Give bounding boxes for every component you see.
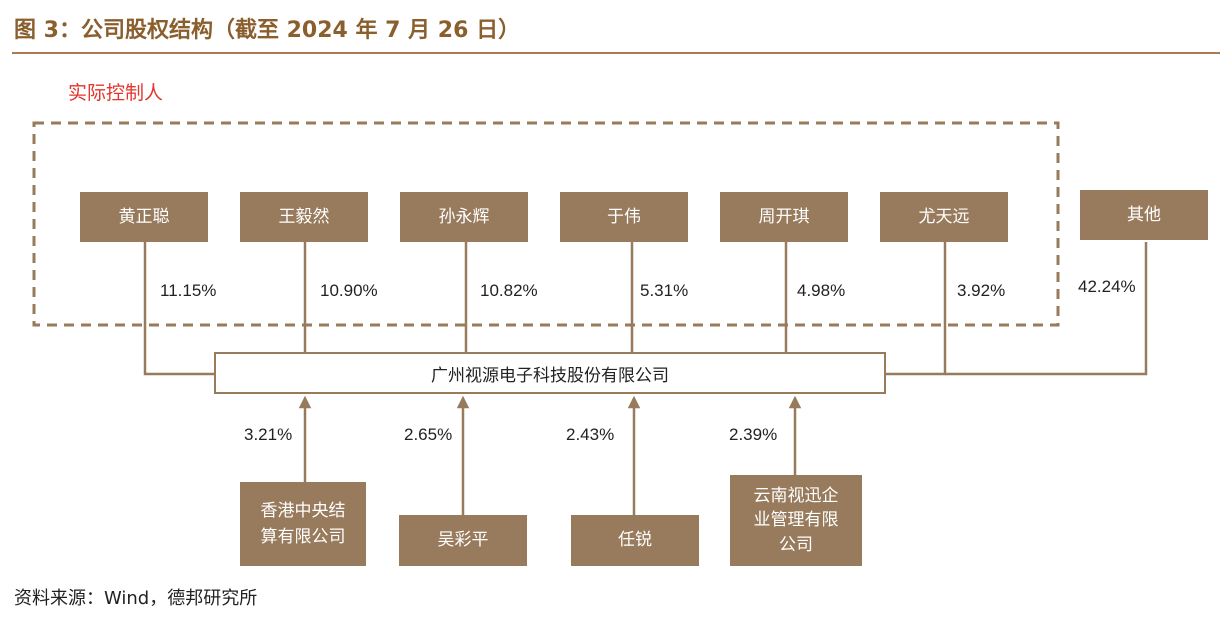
source-note: 资料来源：Wind，德邦研究所: [14, 588, 258, 609]
holder-pct: 3.92%: [957, 281, 1006, 300]
holder-name: 王毅然: [278, 206, 330, 227]
lower-holder-name-line: 任锐: [618, 530, 652, 551]
lower-holder-name-line: 吴彩平: [437, 530, 489, 551]
holder-name: 其他: [1127, 204, 1161, 225]
holder-box-wang: 王毅然: [240, 192, 368, 242]
holder-box-others: 其他: [1080, 190, 1208, 240]
lower-holder-box-wu: 吴彩平: [399, 515, 527, 566]
holder-name: 于伟: [607, 206, 641, 227]
lower-holder-name-line: 公司: [779, 534, 813, 555]
holder-pct: 5.31%: [640, 281, 689, 300]
company-box: 广州视源电子科技股份有限公司: [214, 352, 886, 394]
holder-name: 黄正聪: [118, 206, 170, 227]
holder-box-sun: 孙永辉: [400, 192, 528, 242]
lower-holder-pct: 2.43%: [566, 425, 615, 444]
holder-box-huang: 黄正聪: [80, 192, 208, 242]
holder-box-you: 尤天远: [880, 192, 1008, 242]
holder-name: 孙永辉: [438, 206, 490, 227]
holder-pct: 42.24%: [1078, 277, 1136, 296]
holder-name: 尤天远: [918, 206, 970, 227]
controller-dashed-boundary: [32, 121, 1060, 327]
lower-holder-pct: 3.21%: [244, 425, 293, 444]
holder-box-zhou: 周开琪: [720, 192, 848, 242]
title-divider: [12, 52, 1220, 54]
holder-pct: 11.15%: [160, 281, 217, 300]
figure-title: 图 3：公司股权结构（截至 2024 年 7 月 26 日）: [14, 18, 521, 43]
holder-box-yu: 于伟: [560, 192, 688, 242]
company-name: 广州视源电子科技股份有限公司: [431, 365, 669, 386]
lower-holder-name-line: 云南视迅企: [753, 485, 839, 506]
holder-pct: 10.90%: [320, 281, 378, 300]
line-holder-6: [886, 242, 947, 376]
controller-group-label: 实际控制人: [68, 82, 164, 104]
lower-holder-pct: 2.39%: [729, 425, 778, 444]
line-holder-1: [143, 242, 214, 376]
lower-holder-name-line: 算有限公司: [260, 527, 346, 547]
lower-holder-pct: 2.65%: [404, 425, 453, 444]
line-holder-7: [945, 242, 1148, 376]
holder-pct: 4.98%: [797, 281, 846, 300]
lower-holder-name-line: 业管理有限: [753, 510, 839, 531]
holder-name: 周开琪: [758, 206, 810, 227]
lower-holder-box-ren: 任锐: [571, 515, 699, 566]
holder-pct: 10.82%: [480, 281, 538, 300]
lower-holder-box-hkscc: 香港中央结 算有限公司: [240, 482, 366, 566]
lower-holder-box-yunnan: 云南视迅企 业管理有限 公司: [730, 475, 862, 566]
lower-holder-name-line: 香港中央结: [260, 500, 346, 521]
